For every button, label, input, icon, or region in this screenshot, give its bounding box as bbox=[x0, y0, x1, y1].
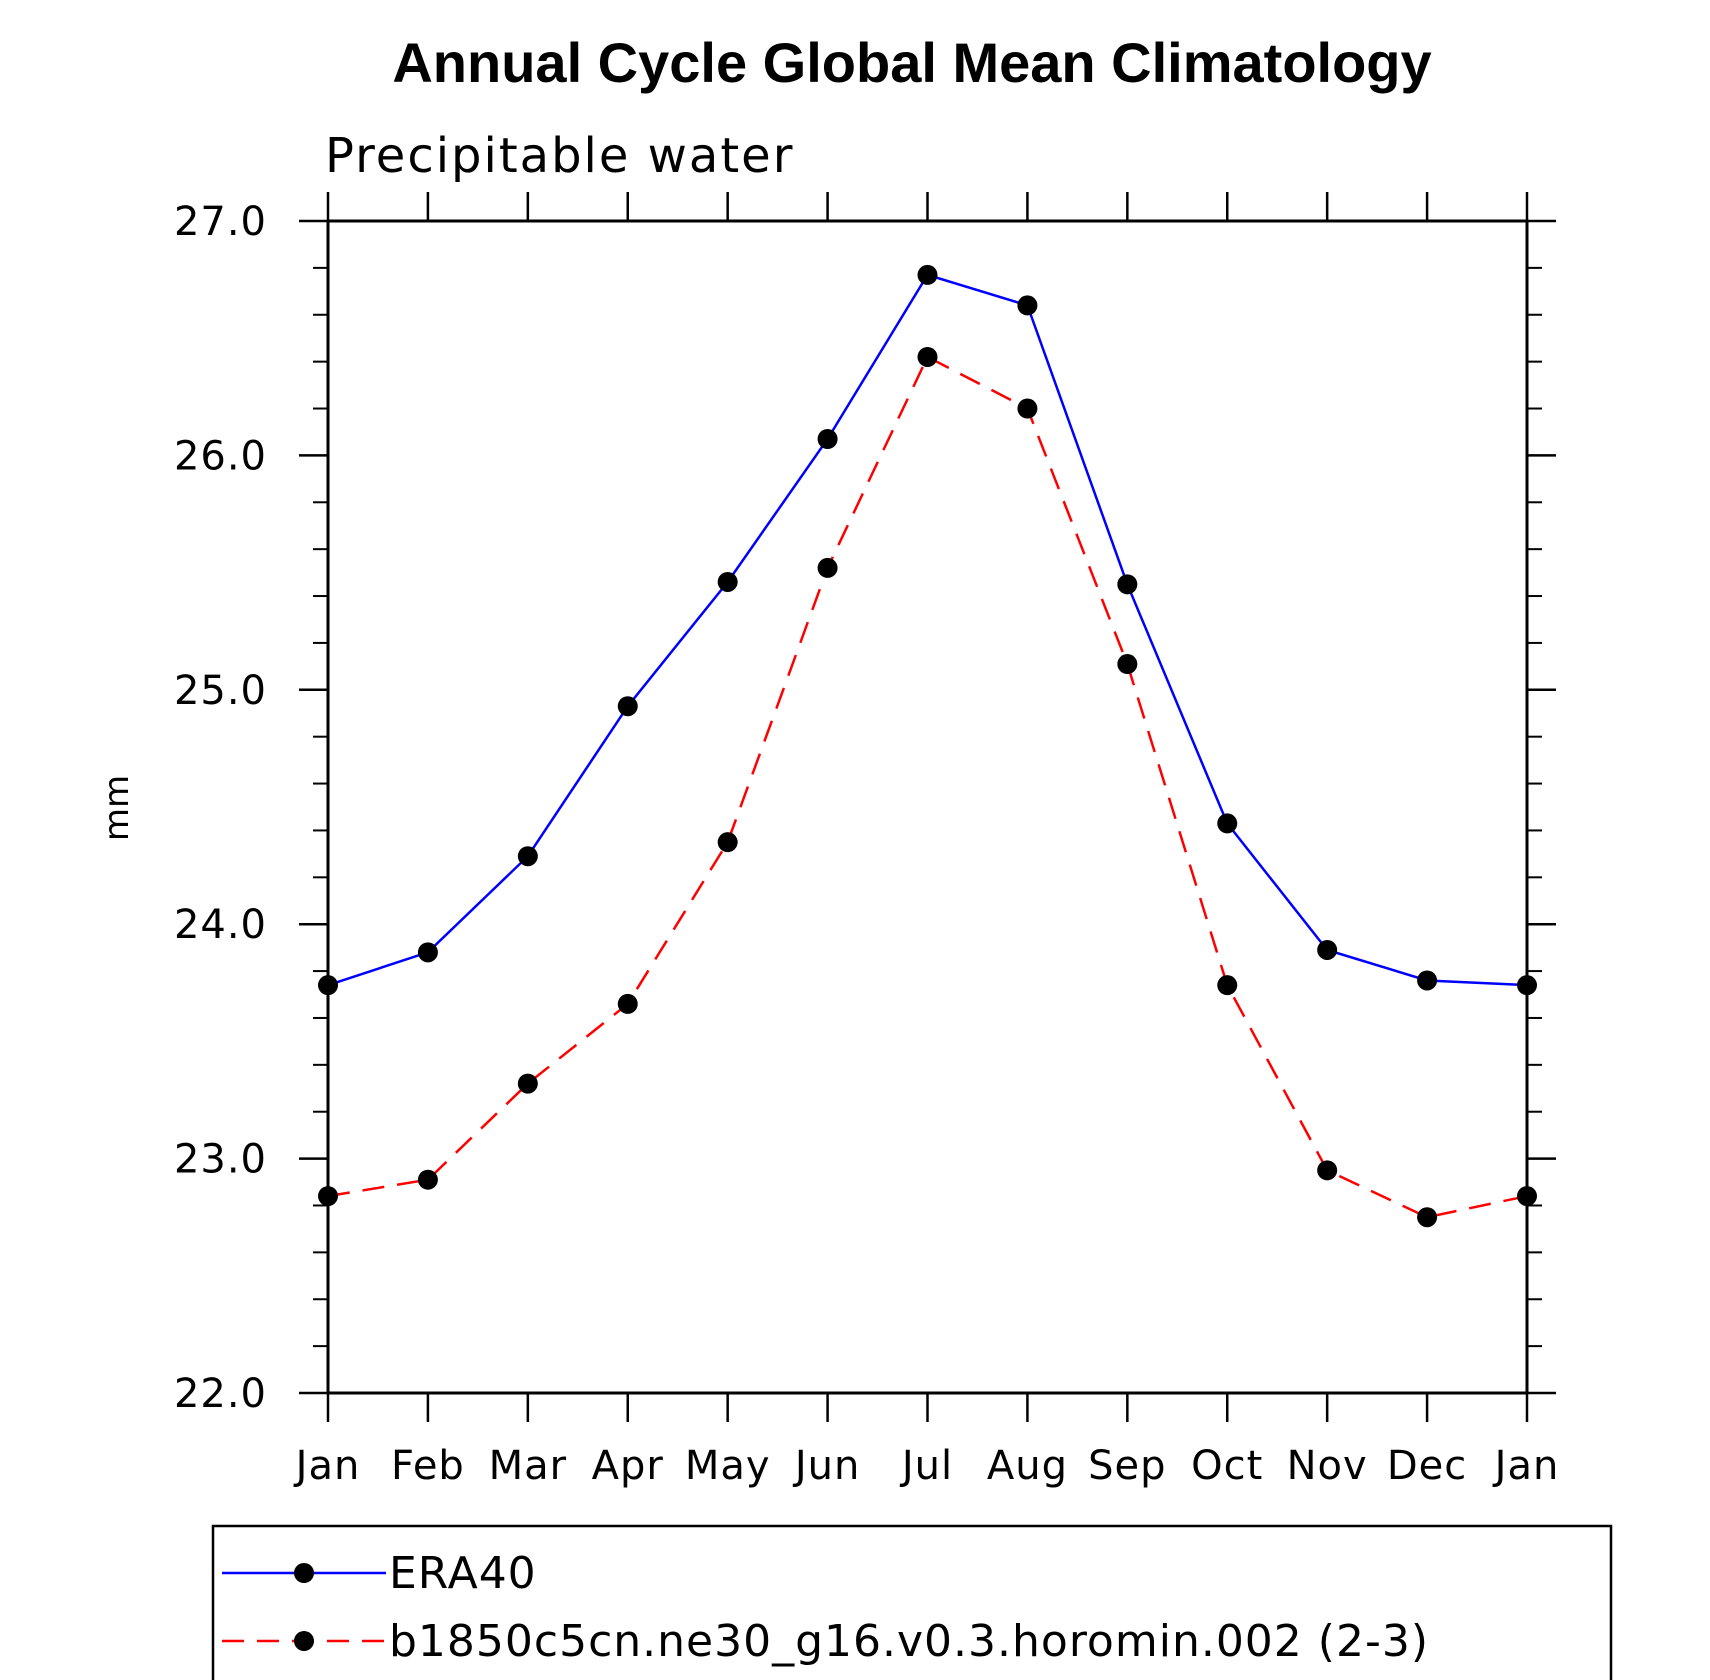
chart-title: Annual Cycle Global Mean Climatology bbox=[392, 31, 1431, 94]
y-tick-label: 23.0 bbox=[174, 1137, 267, 1183]
data-point bbox=[1117, 654, 1138, 675]
data-point bbox=[517, 1073, 538, 1094]
y-tick-label: 27.0 bbox=[174, 199, 267, 245]
legend: ERA40 b1850c5cn.ne30_g16.v0.3.horomin.002… bbox=[211, 1524, 1613, 1680]
y-tick-label: 25.0 bbox=[174, 668, 267, 714]
x-tick-label: Jan bbox=[293, 1443, 361, 1489]
data-point bbox=[417, 1169, 438, 1190]
data-point bbox=[1017, 295, 1038, 316]
data-point bbox=[1517, 1186, 1537, 1207]
series-line bbox=[327, 273, 1528, 987]
data-point bbox=[1317, 1160, 1338, 1181]
x-tick-label: Nov bbox=[1287, 1443, 1368, 1489]
series-layer bbox=[318, 264, 1537, 1228]
data-point bbox=[1517, 975, 1537, 996]
x-tick-label: Apr bbox=[592, 1443, 664, 1489]
x-tick-label: May bbox=[685, 1443, 771, 1489]
y-axis-label: mm bbox=[97, 775, 137, 841]
data-point bbox=[917, 264, 938, 285]
legend-marker bbox=[294, 1631, 314, 1651]
series-era40 bbox=[318, 264, 1537, 996]
x-tick-label: Aug bbox=[987, 1443, 1068, 1489]
y-tick-label: 26.0 bbox=[174, 433, 267, 479]
legend-marker bbox=[294, 1563, 314, 1583]
x-tick-label: Oct bbox=[1191, 1443, 1263, 1489]
data-point bbox=[717, 571, 738, 592]
data-point bbox=[1417, 970, 1438, 991]
data-point bbox=[1117, 574, 1138, 595]
data-point bbox=[318, 975, 338, 996]
data-point bbox=[817, 557, 838, 578]
series-line bbox=[327, 355, 1528, 1219]
data-point bbox=[1017, 398, 1038, 419]
x-tick-label: Sep bbox=[1088, 1443, 1166, 1489]
data-point bbox=[717, 832, 738, 853]
x-tick-label: Feb bbox=[391, 1443, 465, 1489]
x-tick-label: Jan bbox=[1492, 1443, 1560, 1489]
x-tick-label: Mar bbox=[489, 1443, 567, 1489]
series-model bbox=[318, 346, 1537, 1228]
data-point bbox=[917, 346, 938, 367]
data-point bbox=[417, 942, 438, 963]
data-point bbox=[517, 846, 538, 867]
legend-box bbox=[211, 1524, 1613, 1680]
data-point bbox=[617, 696, 638, 717]
legend-label: b1850c5cn.ne30_g16.v0.3.horomin.002 (2-3… bbox=[389, 1616, 1429, 1667]
x-tick-label: Jul bbox=[899, 1443, 953, 1489]
legend-label: ERA40 bbox=[389, 1548, 537, 1599]
x-tick-label: Jun bbox=[792, 1443, 861, 1489]
data-point bbox=[617, 993, 638, 1014]
plot-frame bbox=[326, 219, 1529, 1395]
data-point bbox=[1217, 813, 1238, 834]
axes: 22.0 23.0 24.0 25.0 26.0 27.0 Jan Feb Mar Apr May J… bbox=[174, 192, 1560, 1489]
data-point bbox=[817, 428, 838, 449]
data-point bbox=[1317, 939, 1338, 960]
y-tick-label: 24.0 bbox=[174, 902, 267, 948]
chart-subtitle: Precipitable water bbox=[325, 128, 794, 184]
data-point bbox=[318, 1186, 338, 1207]
data-point bbox=[1417, 1207, 1438, 1228]
x-tick-label: Dec bbox=[1387, 1443, 1467, 1489]
y-tick-label: 22.0 bbox=[174, 1371, 267, 1417]
data-point bbox=[1217, 975, 1238, 996]
